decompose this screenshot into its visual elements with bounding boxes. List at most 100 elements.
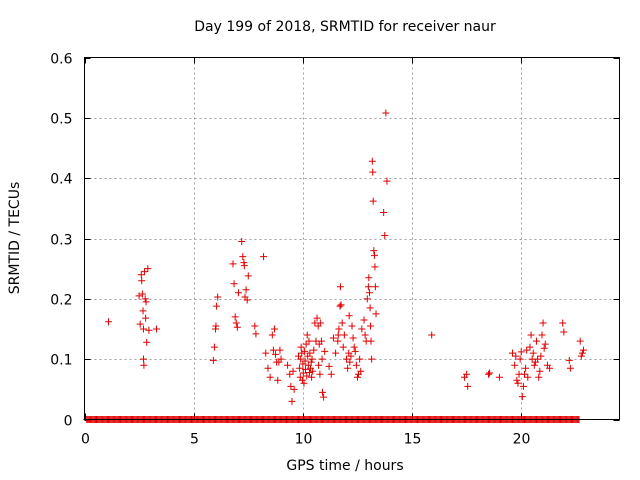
data-point: [297, 343, 305, 351]
data-point: [334, 331, 342, 339]
data-point: [239, 253, 247, 261]
data-point: [269, 346, 277, 354]
data-point: [142, 314, 150, 322]
data-point: [560, 328, 568, 336]
data-point: [142, 298, 150, 306]
data-point: [576, 337, 584, 345]
x-tick-label: 20: [513, 432, 531, 448]
data-point: [305, 337, 313, 345]
data-point: [303, 331, 311, 339]
data-point: [535, 373, 543, 381]
data-point: [266, 373, 274, 381]
data-point: [337, 301, 345, 309]
data-point: [232, 319, 240, 327]
data-point: [516, 355, 524, 363]
data-point: [145, 326, 153, 334]
data-point: [511, 361, 519, 369]
data-point: [287, 382, 295, 390]
data-point: [319, 388, 327, 396]
data-point: [144, 265, 152, 273]
data-point: [519, 382, 527, 390]
y-axis-label: SRMTID / TECUs: [7, 182, 23, 295]
data-point: [339, 343, 347, 351]
data-point: [276, 346, 284, 354]
data-point: [229, 260, 237, 268]
data-point: [540, 344, 548, 352]
data-point: [243, 296, 251, 304]
data-point: [512, 352, 520, 360]
data-point: [518, 393, 526, 401]
data-point: [301, 347, 309, 355]
data-point: [367, 337, 375, 345]
data-point: [338, 319, 346, 327]
data-point: [301, 357, 309, 365]
data-point: [309, 367, 317, 375]
y-tick-label: 0.3: [50, 233, 72, 249]
data-point: [335, 325, 343, 333]
data-point: [343, 355, 351, 363]
data-point: [364, 283, 372, 291]
data-point: [214, 293, 222, 301]
data-point: [579, 346, 587, 354]
data-point: [350, 343, 358, 351]
data-point: [296, 364, 304, 372]
data-point: [138, 277, 146, 285]
data-point: [327, 370, 335, 378]
data-point: [380, 209, 388, 217]
data-point: [340, 331, 348, 339]
data-point: [365, 274, 373, 282]
chart-title: Day 199 of 2018, SRMTID for receiver nau…: [194, 19, 496, 35]
data-point: [209, 356, 217, 364]
data-point: [289, 367, 297, 375]
y-tick-label: 0: [64, 414, 73, 430]
data-point: [486, 369, 494, 377]
data-point: [320, 393, 328, 401]
data-point: [325, 362, 333, 370]
x-tick-label: 10: [295, 432, 313, 448]
data-point: [358, 325, 366, 333]
data-point: [372, 310, 380, 318]
data-point: [140, 361, 148, 369]
data-point: [348, 322, 356, 330]
data-point: [301, 365, 309, 373]
data-point: [137, 271, 145, 279]
data-point: [541, 340, 549, 348]
data-point: [357, 367, 365, 375]
data-point: [521, 370, 529, 378]
data-point: [231, 313, 239, 321]
data-point: [539, 319, 547, 327]
data-point: [297, 355, 305, 363]
data-point: [212, 322, 220, 330]
data-point: [369, 168, 377, 176]
data-point: [310, 346, 318, 354]
data-point: [577, 352, 585, 360]
data-point: [299, 369, 307, 377]
data-point: [290, 385, 298, 393]
data-point: [370, 247, 378, 255]
data-point: [210, 343, 218, 351]
data-point: [233, 323, 241, 331]
data-point: [369, 197, 377, 205]
data-point: [463, 370, 471, 378]
data-point: [368, 355, 376, 363]
y-tick-label: 0.1: [50, 353, 72, 369]
data-point: [308, 373, 316, 381]
grid: [84, 57, 620, 420]
data-point: [317, 337, 325, 345]
data-point: [284, 361, 292, 369]
data-point: [360, 316, 368, 324]
data-point: [382, 109, 390, 117]
data-point: [313, 314, 321, 322]
x-tick-label: 15: [404, 432, 422, 448]
data-point: [139, 307, 147, 315]
data-point: [371, 263, 379, 271]
data-point: [517, 348, 525, 356]
y-tick-label: 0.2: [50, 293, 72, 309]
data-point: [288, 397, 296, 405]
data-point: [316, 370, 324, 378]
data-point: [367, 322, 375, 330]
data-point: [306, 349, 314, 357]
data-point: [268, 331, 276, 339]
data-point: [334, 337, 342, 345]
data-point: [139, 355, 147, 363]
